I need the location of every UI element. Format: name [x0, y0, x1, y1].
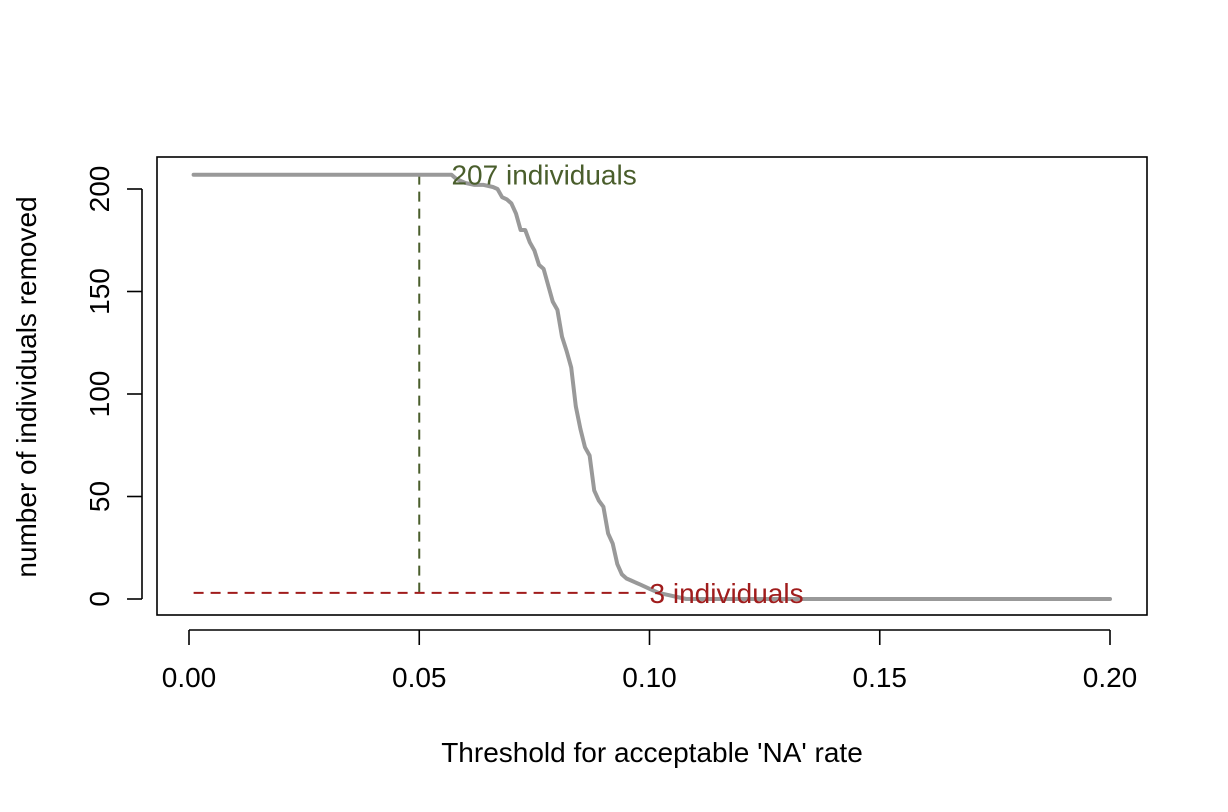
annotations: 207 individuals 3 individuals [451, 160, 803, 609]
annotation-label: 207 individuals [451, 160, 636, 191]
y-tick-label: 0 [84, 591, 115, 607]
x-tick-label: 0.10 [622, 662, 677, 693]
y-tick-label: 150 [84, 268, 115, 315]
x-axis: 0.00 0.05 0.10 0.15 0.20 [162, 629, 1138, 693]
y-tick-label: 200 [84, 166, 115, 213]
y-tick-label: 50 [84, 481, 115, 512]
series-layer [191, 172, 1112, 601]
x-tick-label: 0.15 [853, 662, 908, 693]
reference-lines [193, 173, 650, 599]
annotation-label: 3 individuals [650, 578, 804, 609]
series-line [191, 172, 1112, 601]
y-tick-label: 100 [84, 371, 115, 418]
y-axis: 0 50 100 150 200 [84, 166, 143, 607]
x-tick-label: 0.00 [162, 662, 217, 693]
x-axis-title: Threshold for acceptable 'NA' rate [441, 737, 863, 768]
x-tick-label: 0.20 [1083, 662, 1138, 693]
plot-frame [156, 156, 1148, 616]
y-axis-title: number of individuals removed [11, 196, 42, 577]
x-tick-label: 0.05 [392, 662, 447, 693]
